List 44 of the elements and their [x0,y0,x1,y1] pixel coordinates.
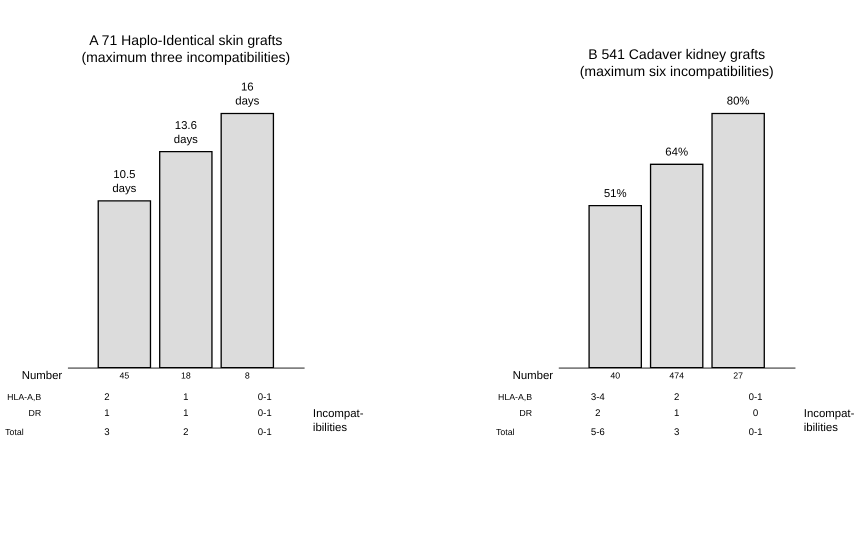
data-label: 80% [726,96,750,108]
text: DR [28,408,42,418]
text: Incompat- ibilities [312,408,364,434]
text: 3 [674,427,680,438]
text: 0-1 [258,392,272,404]
text: Number [512,370,554,382]
text: 1 [183,392,189,404]
text: 0 [752,408,758,419]
text: 2 [595,408,600,419]
x-tick-label: 8 [244,370,250,381]
text: 0-1 [748,392,763,404]
data-label: 13.6 days [174,120,198,146]
text: Total [496,427,515,438]
chart-title: B 541 Cadaver kidney grafts [588,46,766,62]
text: 0-1 [258,408,272,419]
data-label: 64% [665,146,688,159]
text: Total [5,427,24,438]
text: 5-6 [590,427,605,438]
text: 2 [674,392,680,404]
text: 2 [104,392,110,404]
text: 2 [183,427,189,438]
text: 1 [104,408,110,419]
text: 1 [183,408,189,419]
x-tick-label: 40 [610,370,620,381]
text: 0-1 [258,427,272,438]
data-label: 16 days [235,82,260,108]
text: Incompat- ibilities [804,408,855,434]
text: HLA-A,B [498,392,532,402]
x-tick-label: 27 [733,370,744,381]
text: 1 [674,408,680,419]
data-label: 10.5 days [112,169,137,196]
chart-subtitle: (maximum six incompatibilities) [580,62,774,79]
text: 0-1 [748,427,763,438]
text: Number [22,370,62,382]
x-tick-label: 45 [119,370,130,381]
x-tick-label: 474 [669,370,684,381]
text: DR [519,408,532,418]
x-tick-label: 18 [180,370,191,381]
text: 3-4 [590,392,606,404]
chart-subtitle: (maximum three incompatibilities) [81,48,290,65]
text: HLA-A,B [7,392,42,402]
data-label: 51% [604,188,627,200]
text: 3 [104,427,110,438]
chart-title: A 71 Haplo-Identical skin grafts [89,32,282,48]
